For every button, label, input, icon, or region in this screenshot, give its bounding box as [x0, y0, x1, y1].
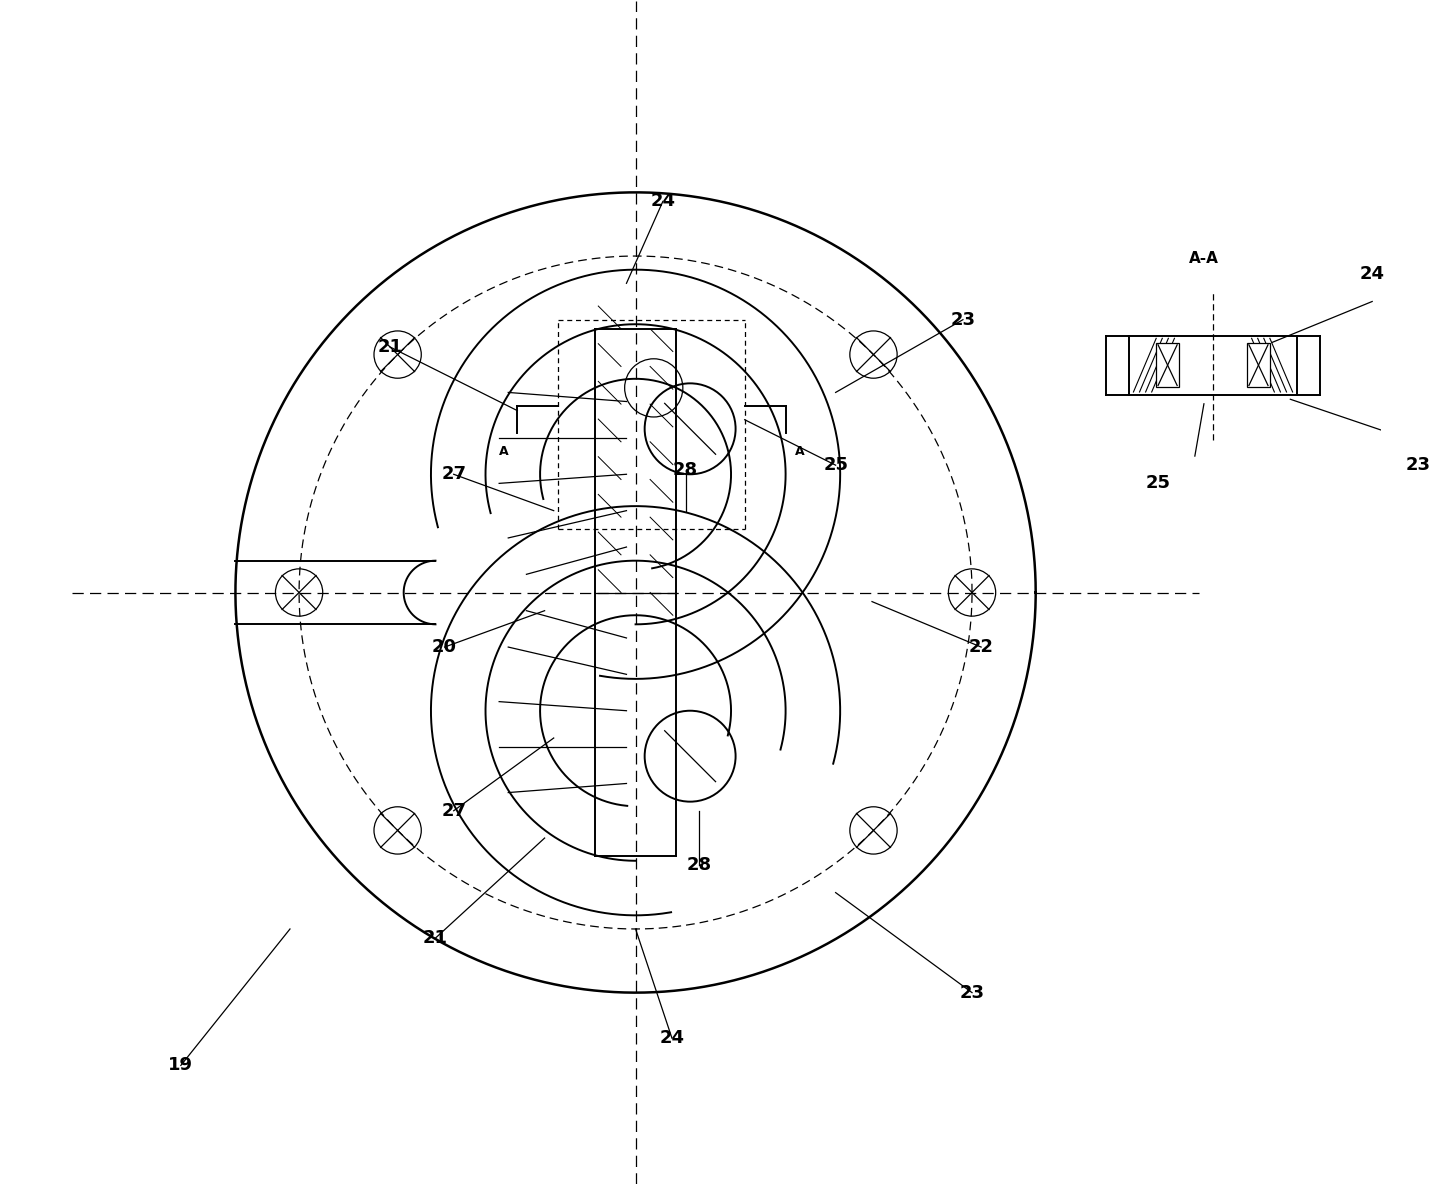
Text: 22: 22	[969, 638, 994, 656]
Text: 24: 24	[660, 1029, 684, 1048]
Text: 28: 28	[673, 461, 697, 479]
Text: 25: 25	[824, 456, 849, 474]
Text: 27: 27	[442, 802, 466, 820]
Text: A: A	[498, 446, 509, 459]
Text: 24: 24	[1360, 265, 1385, 283]
Text: 23: 23	[1405, 456, 1430, 474]
Text: A: A	[795, 446, 804, 459]
Text: 19: 19	[169, 1056, 193, 1075]
Bar	[1247, 342, 1270, 387]
Text: 24: 24	[651, 192, 676, 211]
Text: 23: 23	[950, 310, 975, 328]
Text: 28: 28	[687, 857, 712, 875]
Text: 25: 25	[1146, 474, 1171, 493]
Text: A-A: A-A	[1189, 251, 1219, 265]
Bar	[1157, 342, 1178, 387]
Text: 21: 21	[423, 929, 448, 947]
Text: 20: 20	[432, 638, 458, 656]
Text: 27: 27	[442, 466, 466, 483]
Text: 21: 21	[378, 338, 402, 356]
Text: 23: 23	[959, 984, 985, 1001]
